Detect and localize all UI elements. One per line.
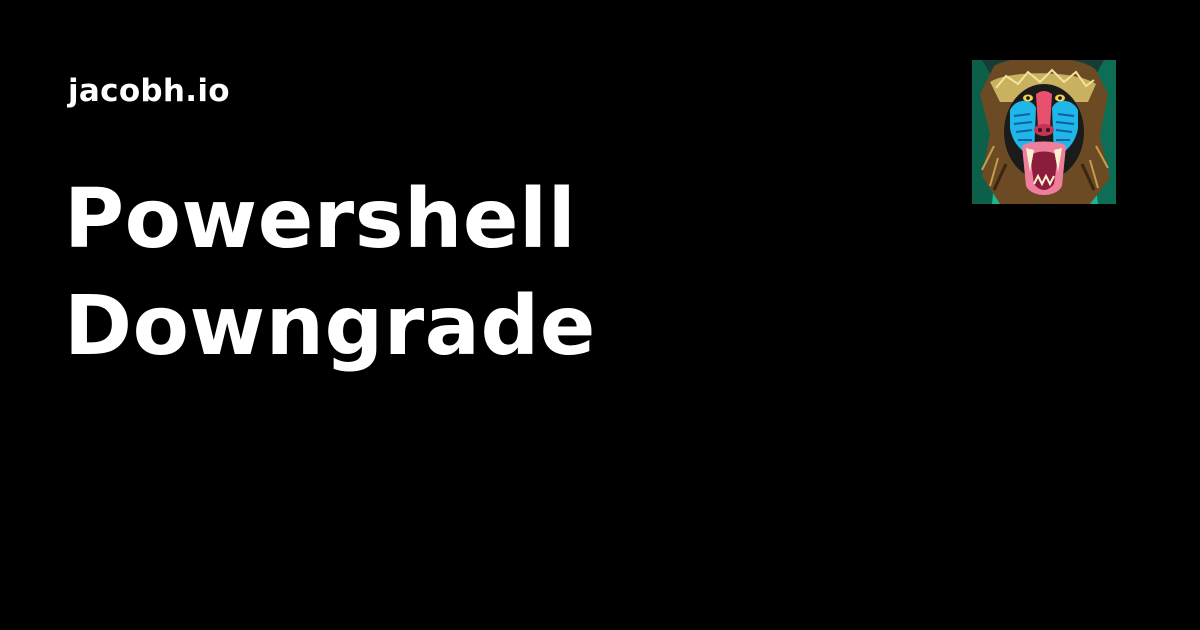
post-title-line-2: Downgrade (64, 279, 596, 374)
post-title: Powershell Downgrade (64, 166, 924, 380)
avatar (972, 60, 1116, 204)
post-title-line-1: Powershell (64, 172, 577, 267)
site-name[interactable]: jacobh.io (68, 73, 230, 109)
mandrill-avatar-image (972, 60, 1116, 204)
